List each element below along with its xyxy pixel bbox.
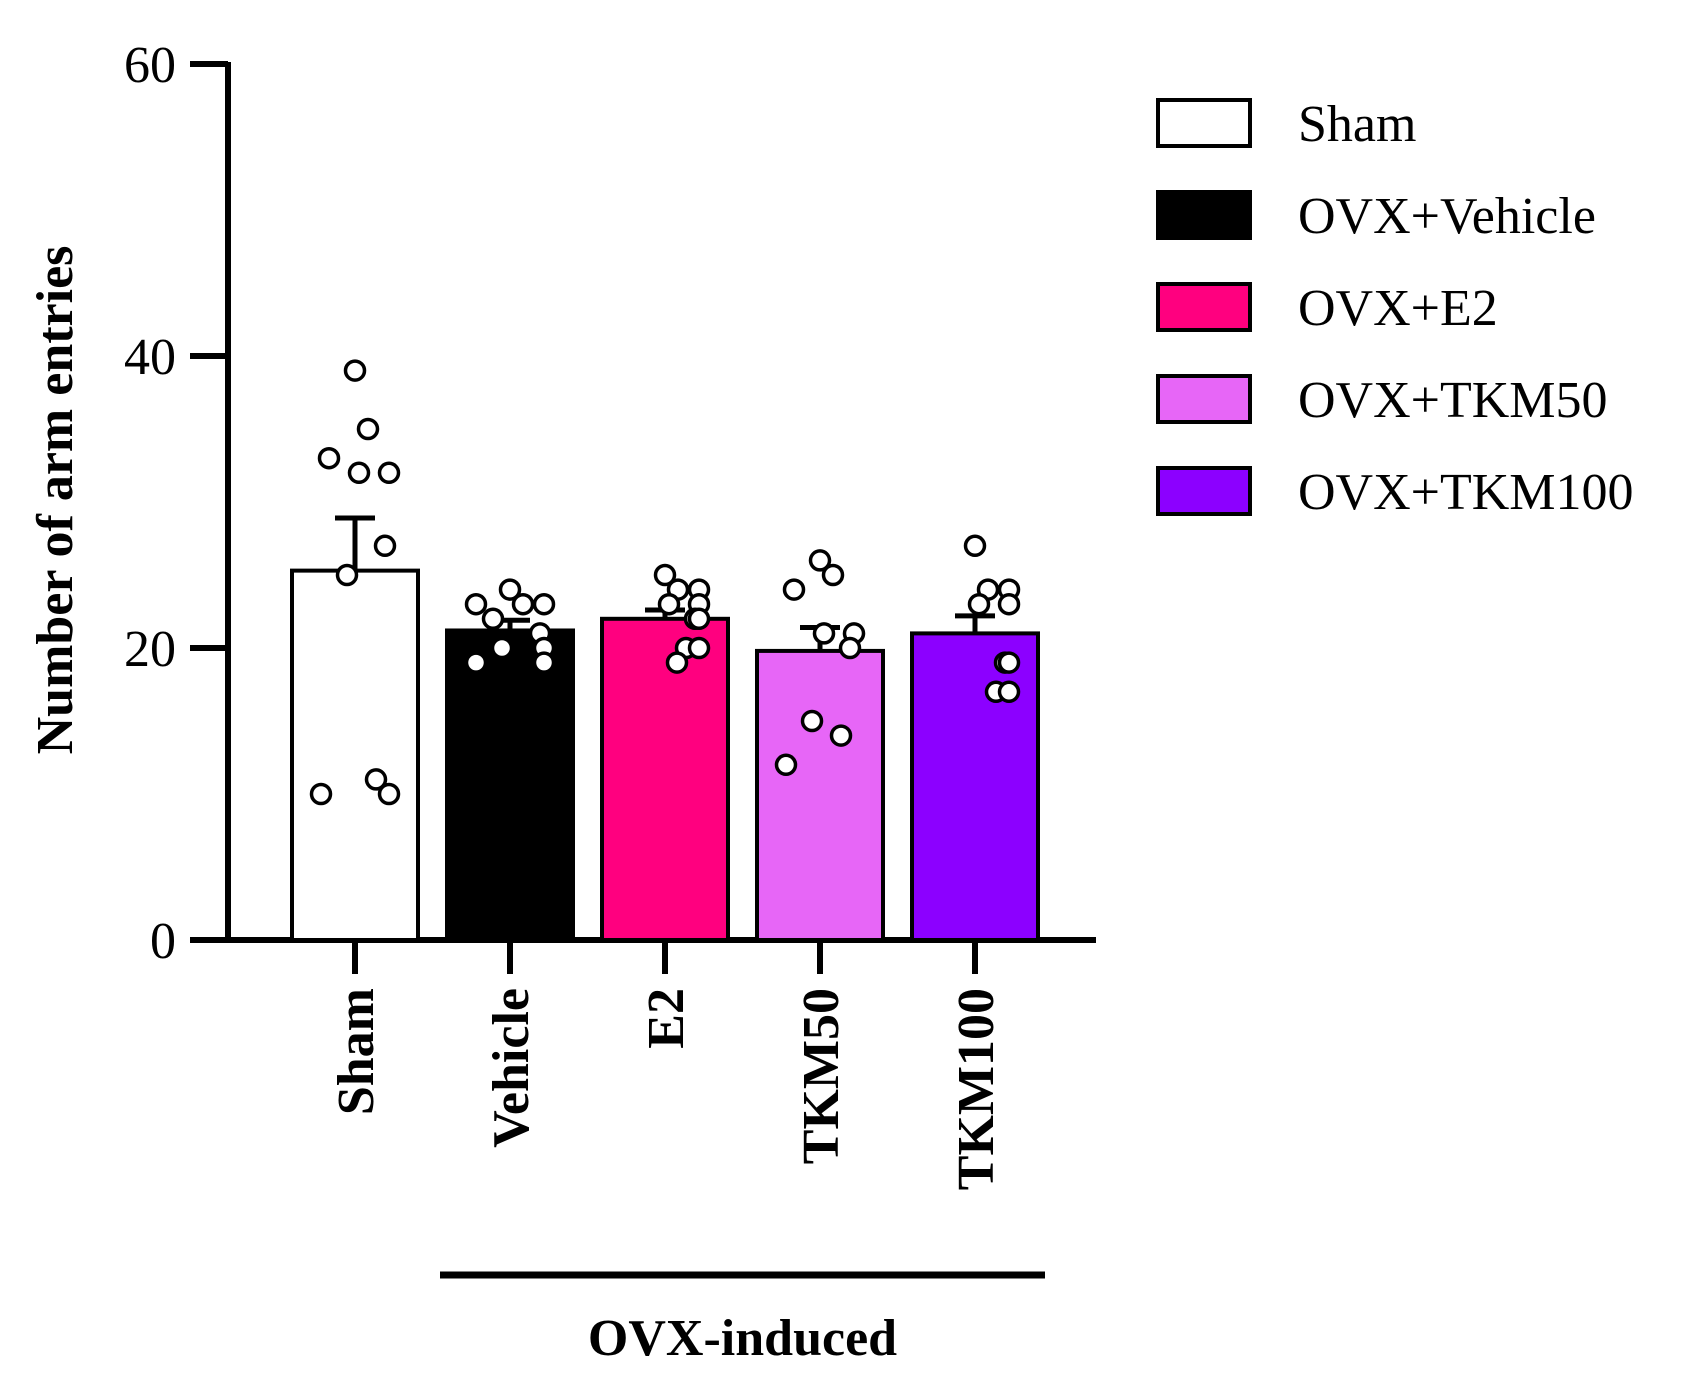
x-tick-label: Sham: [328, 988, 385, 1115]
y-tick-label: 40: [124, 329, 176, 386]
data-point: [997, 651, 1021, 674]
legend-swatch: [1156, 98, 1252, 148]
bar-tkm50: [755, 648, 885, 942]
y-tick-label: 0: [150, 913, 176, 970]
data-point: [687, 636, 711, 660]
legend: Sham OVX+Vehicle OVX+E2 OVX+TKM50 OVX+TKM100: [1156, 96, 1634, 521]
data-point: [774, 753, 798, 777]
data-point: [343, 359, 367, 382]
data-point: [377, 782, 401, 806]
legend-label: OVX+Vehicle: [1298, 188, 1596, 245]
x-tick-label: Vehicle: [483, 988, 540, 1148]
bar-vehicle: [445, 628, 575, 942]
data-point: [464, 651, 488, 674]
data-point: [373, 534, 397, 558]
data-point: [997, 592, 1021, 616]
data-point: [657, 592, 681, 616]
data-point: [511, 592, 535, 616]
legend-label: OVX+TKM50: [1298, 372, 1608, 429]
legend-label: Sham: [1298, 96, 1416, 153]
data-point: [309, 782, 333, 806]
bar-sham: [290, 568, 420, 942]
data-point: [812, 622, 836, 645]
data-point: [800, 709, 824, 733]
data-point: [498, 578, 522, 601]
labels-layer: 0 20 40 60 Sham Vehicle E2 TKM50 TKM100: [124, 37, 1005, 1190]
y-tick-label: 60: [124, 37, 176, 94]
legend-swatch: [1156, 190, 1252, 240]
group-label: OVX-induced: [588, 1310, 897, 1367]
data-point: [782, 578, 806, 601]
data-point: [464, 592, 488, 616]
data-point: [967, 592, 991, 616]
legend-swatch: [1156, 282, 1252, 332]
legend-label: OVX+TKM100: [1298, 464, 1634, 521]
bars-layer: [290, 515, 1040, 943]
legend-swatch: [1156, 374, 1252, 424]
bar-tkm100: [910, 631, 1040, 943]
legend-label: OVX+E2: [1298, 280, 1498, 337]
data-point: [481, 607, 505, 631]
data-point: [653, 563, 677, 587]
data-point: [997, 680, 1021, 704]
data-point: [665, 651, 689, 674]
data-point: [356, 417, 380, 441]
data-point: [829, 724, 853, 747]
data-point: [821, 563, 845, 587]
data-point: [808, 549, 832, 572]
data-point: [532, 651, 556, 674]
x-tick-label: E2: [638, 988, 695, 1049]
data-point: [335, 563, 359, 587]
bar-e2: [600, 616, 730, 942]
data-point: [963, 534, 987, 558]
points-layer: [309, 359, 1021, 806]
data-point: [687, 607, 711, 631]
y-axis-title: Number of arm entries: [27, 246, 84, 755]
x-tick-label: TKM50: [793, 988, 850, 1164]
data-point: [347, 461, 371, 485]
legend-swatch: [1156, 466, 1252, 516]
data-point: [317, 446, 341, 470]
data-point: [490, 636, 514, 660]
data-point: [532, 592, 556, 616]
data-point: [377, 461, 401, 485]
data-point: [838, 636, 862, 660]
x-tick-label: TKM100: [948, 988, 1005, 1190]
y-tick-label: 20: [124, 621, 176, 678]
data-point: [364, 768, 388, 791]
